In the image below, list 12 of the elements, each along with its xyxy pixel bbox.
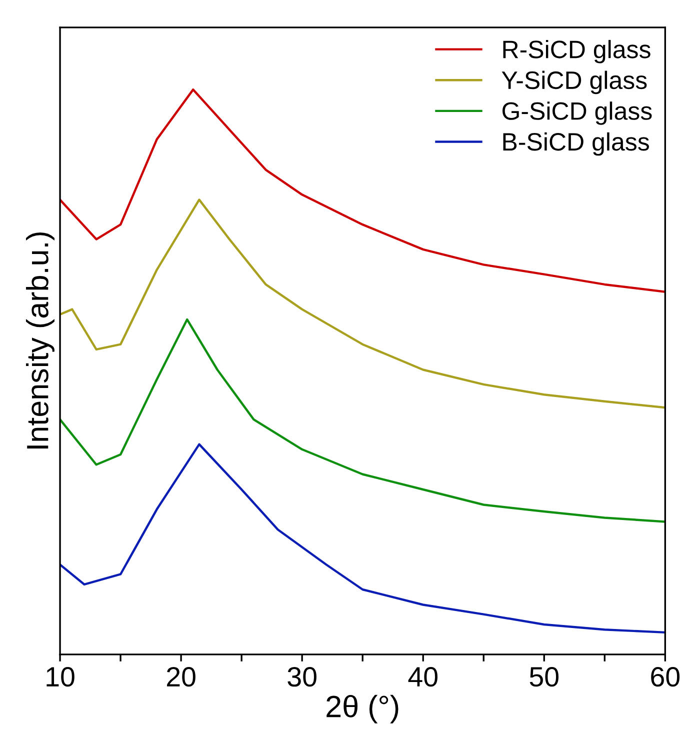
x-tick-label: 40 (408, 666, 438, 687)
x-tick-label: 60 (651, 666, 680, 687)
x-tick-label: 30 (288, 666, 316, 687)
x-tick-label: 20 (167, 666, 196, 687)
legend-label: G-SiCD glass (502, 102, 652, 125)
x-tick-label: 10 (46, 666, 74, 687)
x-axis-title: 2θ (°) (326, 694, 398, 724)
legend-label: R-SiCD glass (503, 40, 650, 64)
y-axis-title: Intensity (arb.u.) (26, 232, 54, 448)
legend-label: B-SiCD glass (503, 132, 649, 156)
legend-label: Y-SiCD glass (502, 70, 647, 94)
x-tick-label: 50 (530, 666, 558, 687)
